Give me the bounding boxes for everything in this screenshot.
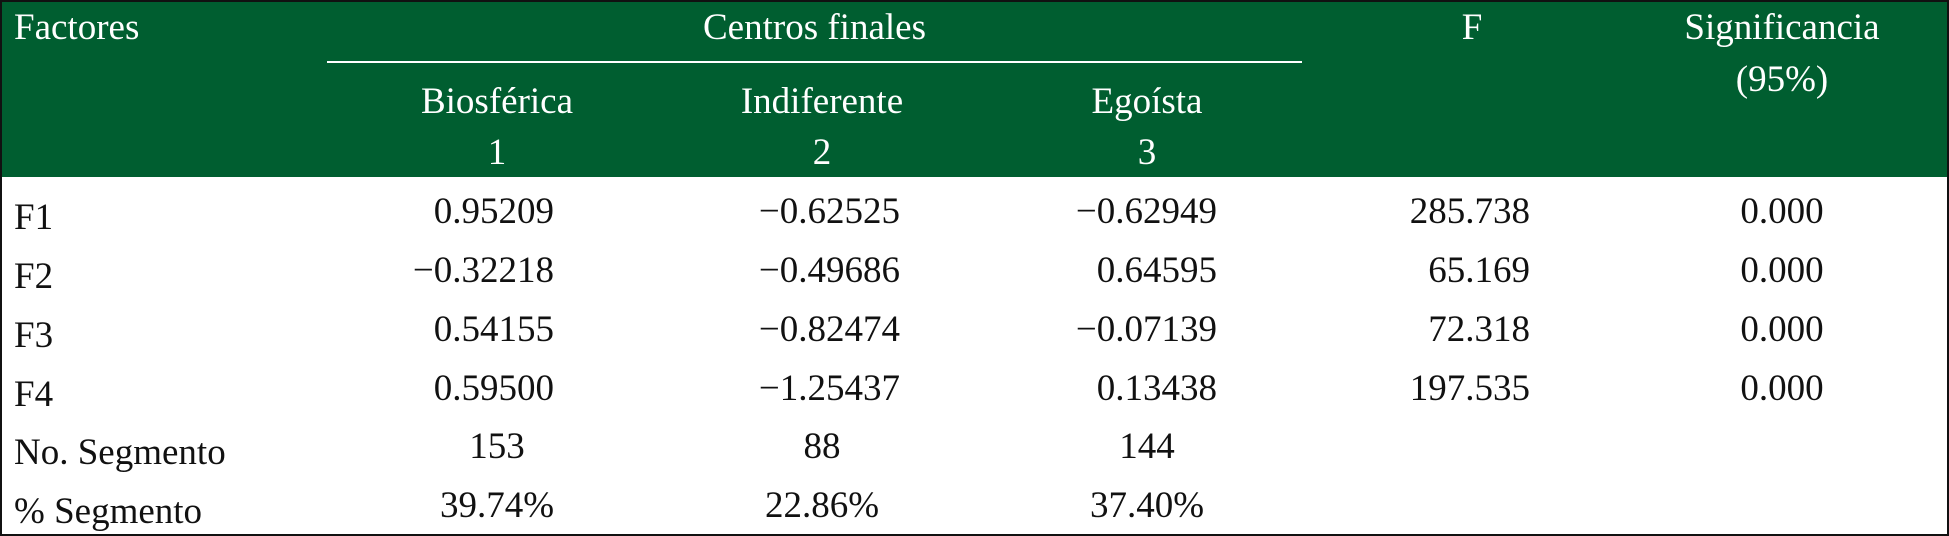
cell-f: 285.738	[1409, 191, 1530, 232]
cell-value: 88	[803, 426, 841, 467]
cell-value: 0.54155	[433, 309, 554, 350]
header-cluster-2-number: 2	[812, 132, 832, 173]
row-label: F3	[14, 315, 54, 356]
cell-value: 0.64595	[1096, 250, 1217, 291]
table-header: Factores Centros finales Biosférica 1 In…	[2, 2, 1947, 177]
header-significance-line-2: (95%)	[1735, 59, 1829, 100]
header-group-title: Centros finales	[703, 7, 926, 48]
header-cluster-2-name: Indiferente	[740, 81, 904, 122]
cell-significance: 0.000	[1740, 368, 1824, 409]
header-cluster-1-number: 1	[487, 132, 507, 173]
cell-f: 72.318	[1428, 309, 1530, 350]
row-label: % Segmento	[14, 491, 203, 532]
header-significance-line-1: Significancia	[1684, 7, 1880, 48]
cell-value: −0.62949	[1075, 191, 1217, 232]
cell-value: 153	[469, 426, 525, 467]
cell-value: 37.40%	[1089, 485, 1205, 526]
cell-value: 144	[1119, 426, 1175, 467]
cell-significance: 0.000	[1740, 309, 1824, 350]
header-group-rule	[327, 61, 1302, 63]
cell-value: 22.86%	[764, 485, 880, 526]
row-label: F2	[14, 256, 54, 297]
cell-value: −0.82474	[758, 309, 900, 350]
cell-value: −1.25437	[758, 368, 900, 409]
cell-value: 0.95209	[433, 191, 554, 232]
cell-value: 0.59500	[433, 368, 554, 409]
cell-significance: 0.000	[1740, 250, 1824, 291]
header-f: F	[1461, 7, 1483, 48]
header-cluster-1-name: Biosférica	[420, 81, 574, 122]
row-label: No. Segmento	[14, 432, 226, 473]
row-label: F1	[14, 197, 54, 238]
cell-value: −0.07139	[1075, 309, 1217, 350]
header-cluster-3-number: 3	[1137, 132, 1157, 173]
cell-value: −0.49686	[758, 250, 900, 291]
header-factors: Factores	[14, 7, 140, 48]
cell-f: 197.535	[1409, 368, 1530, 409]
cell-significance: 0.000	[1740, 191, 1824, 232]
row-label: F4	[14, 374, 54, 415]
header-cluster-3-name: Egoísta	[1091, 81, 1203, 122]
cell-value: −0.62525	[758, 191, 900, 232]
cell-value: −0.32218	[412, 250, 554, 291]
cell-f: 65.169	[1428, 250, 1530, 291]
cell-value: 39.74%	[439, 485, 555, 526]
cell-value: 0.13438	[1096, 368, 1217, 409]
